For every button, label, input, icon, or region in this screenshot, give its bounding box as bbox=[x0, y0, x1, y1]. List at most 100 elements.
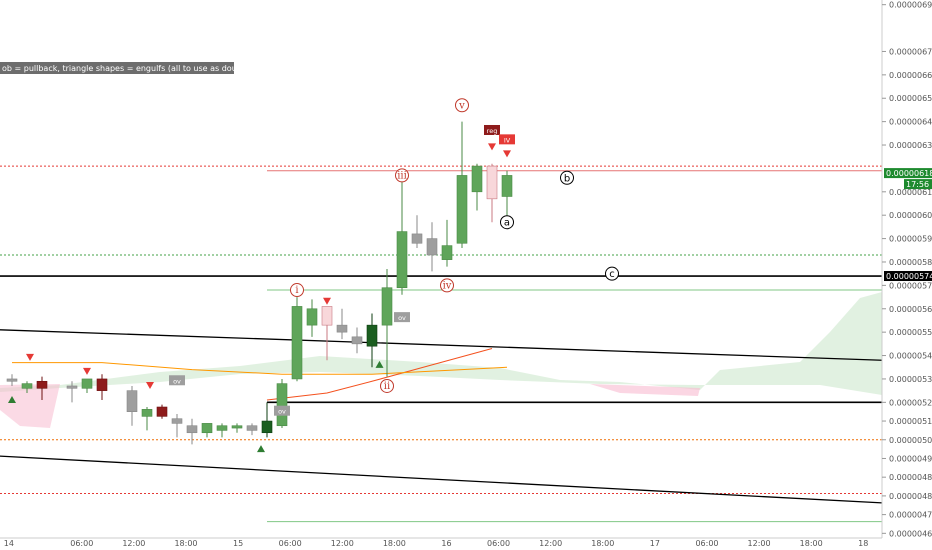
candle[interactable] bbox=[352, 327, 362, 353]
price-label-text: 0.00000574 bbox=[886, 272, 932, 281]
candle-body bbox=[502, 175, 512, 196]
wave-label: v bbox=[456, 99, 469, 112]
candle-body bbox=[352, 337, 362, 344]
y-tick-label: 0.00000488 bbox=[889, 473, 932, 482]
candle[interactable] bbox=[397, 180, 407, 295]
engulf-down-marker bbox=[488, 143, 496, 150]
candle[interactable] bbox=[442, 220, 452, 267]
y-tick-label: 0.00000496 bbox=[889, 454, 932, 463]
trend-line bbox=[0, 330, 882, 360]
y-tick-label: 0.00000600 bbox=[889, 211, 932, 220]
candle-body bbox=[97, 379, 107, 391]
x-tick-label: 17 bbox=[650, 539, 660, 548]
signal-tag: reg bbox=[484, 125, 500, 135]
candle[interactable] bbox=[337, 309, 347, 339]
signal-tag: ov bbox=[169, 375, 185, 385]
candle-body bbox=[292, 306, 302, 379]
candle[interactable] bbox=[127, 386, 137, 426]
candle[interactable] bbox=[232, 423, 242, 432]
y-tick-label: 0.00000650 bbox=[889, 94, 932, 103]
time-axis[interactable]: 14 06:00 12:00 18:00 15 06:00 12:00 18:00 16 06:0… bbox=[4, 539, 869, 548]
candle[interactable] bbox=[502, 171, 512, 220]
price-label: 17:56 bbox=[904, 179, 932, 189]
candle[interactable] bbox=[187, 419, 197, 445]
wave-label-text: v bbox=[458, 100, 465, 111]
candle[interactable] bbox=[172, 414, 182, 437]
signal-tag-text: ov bbox=[398, 314, 406, 322]
legend-note-text: ob = pullback, triangle shapes = engulfs… bbox=[2, 64, 278, 73]
candle[interactable] bbox=[82, 379, 92, 393]
trend-line bbox=[0, 456, 882, 503]
y-tick-label: 0.00000610 bbox=[889, 188, 932, 197]
candle[interactable] bbox=[97, 374, 107, 400]
wave-label: i bbox=[291, 284, 304, 297]
candle[interactable] bbox=[487, 164, 497, 222]
wave-label-text: i bbox=[295, 285, 298, 296]
wave-label-text: iv bbox=[443, 280, 452, 291]
candle-body bbox=[277, 384, 287, 426]
candle[interactable] bbox=[7, 374, 17, 386]
abc-label-text: a bbox=[504, 218, 510, 229]
abc-label: c bbox=[606, 267, 619, 280]
x-tick-label: 12:00 bbox=[122, 539, 145, 548]
x-tick-label: 06:00 bbox=[487, 539, 510, 548]
candle[interactable] bbox=[247, 423, 257, 435]
candle-body bbox=[82, 379, 92, 388]
cloud-green bbox=[0, 292, 882, 395]
y-tick-label: 0.00000472 bbox=[889, 511, 932, 520]
candle-body bbox=[172, 419, 182, 424]
candle-body bbox=[397, 232, 407, 288]
x-tick-label: 15 bbox=[233, 539, 243, 548]
x-tick-label: 06:00 bbox=[70, 539, 93, 548]
candle-body bbox=[382, 288, 392, 325]
abc-label-text: c bbox=[609, 269, 615, 280]
candle-body bbox=[367, 325, 377, 346]
x-tick-label: 06:00 bbox=[279, 539, 302, 548]
candle[interactable] bbox=[472, 164, 482, 211]
candle-body bbox=[232, 426, 242, 428]
engulf-down-marker bbox=[323, 298, 331, 305]
candle-body bbox=[427, 239, 437, 255]
candle-body bbox=[187, 426, 197, 433]
candle-body bbox=[307, 309, 317, 325]
candle[interactable] bbox=[157, 405, 167, 419]
candle-body bbox=[67, 386, 77, 388]
candle[interactable] bbox=[142, 407, 152, 430]
candles[interactable] bbox=[7, 122, 512, 445]
candle[interactable] bbox=[322, 306, 332, 360]
y-tick-label: 0.00000580 bbox=[889, 258, 932, 267]
abc-label-text: b bbox=[564, 173, 570, 184]
candle[interactable] bbox=[277, 379, 287, 428]
x-tick-label: 12:00 bbox=[748, 539, 771, 548]
x-tick-label: 12:00 bbox=[331, 539, 354, 548]
x-tick-label: 18:00 bbox=[383, 539, 406, 548]
candle[interactable] bbox=[427, 222, 437, 271]
candle[interactable] bbox=[262, 402, 272, 437]
y-tick-label: 0.00000640 bbox=[889, 118, 932, 127]
x-tick-label: 18:00 bbox=[800, 539, 823, 548]
x-tick-label: 14 bbox=[4, 539, 14, 548]
candle[interactable] bbox=[217, 423, 227, 437]
candle-body bbox=[262, 421, 272, 433]
candle[interactable] bbox=[457, 122, 467, 248]
candle[interactable] bbox=[412, 215, 422, 248]
candle[interactable] bbox=[202, 423, 212, 437]
y-tick-label: 0.00000690 bbox=[889, 1, 932, 10]
signal-tag-text: ov bbox=[173, 377, 181, 385]
candle[interactable] bbox=[307, 299, 317, 336]
x-tick-label: 16 bbox=[441, 539, 451, 548]
y-tick-label: 0.00000660 bbox=[889, 71, 932, 80]
candle-body bbox=[217, 426, 227, 431]
candle[interactable] bbox=[292, 297, 302, 381]
wave-label-text: iii bbox=[397, 170, 407, 181]
candle-body bbox=[247, 426, 257, 431]
x-tick-label: 18 bbox=[858, 539, 868, 548]
price-label: 0.00000618 bbox=[884, 168, 932, 178]
signal-tag-text: ov bbox=[278, 408, 286, 416]
